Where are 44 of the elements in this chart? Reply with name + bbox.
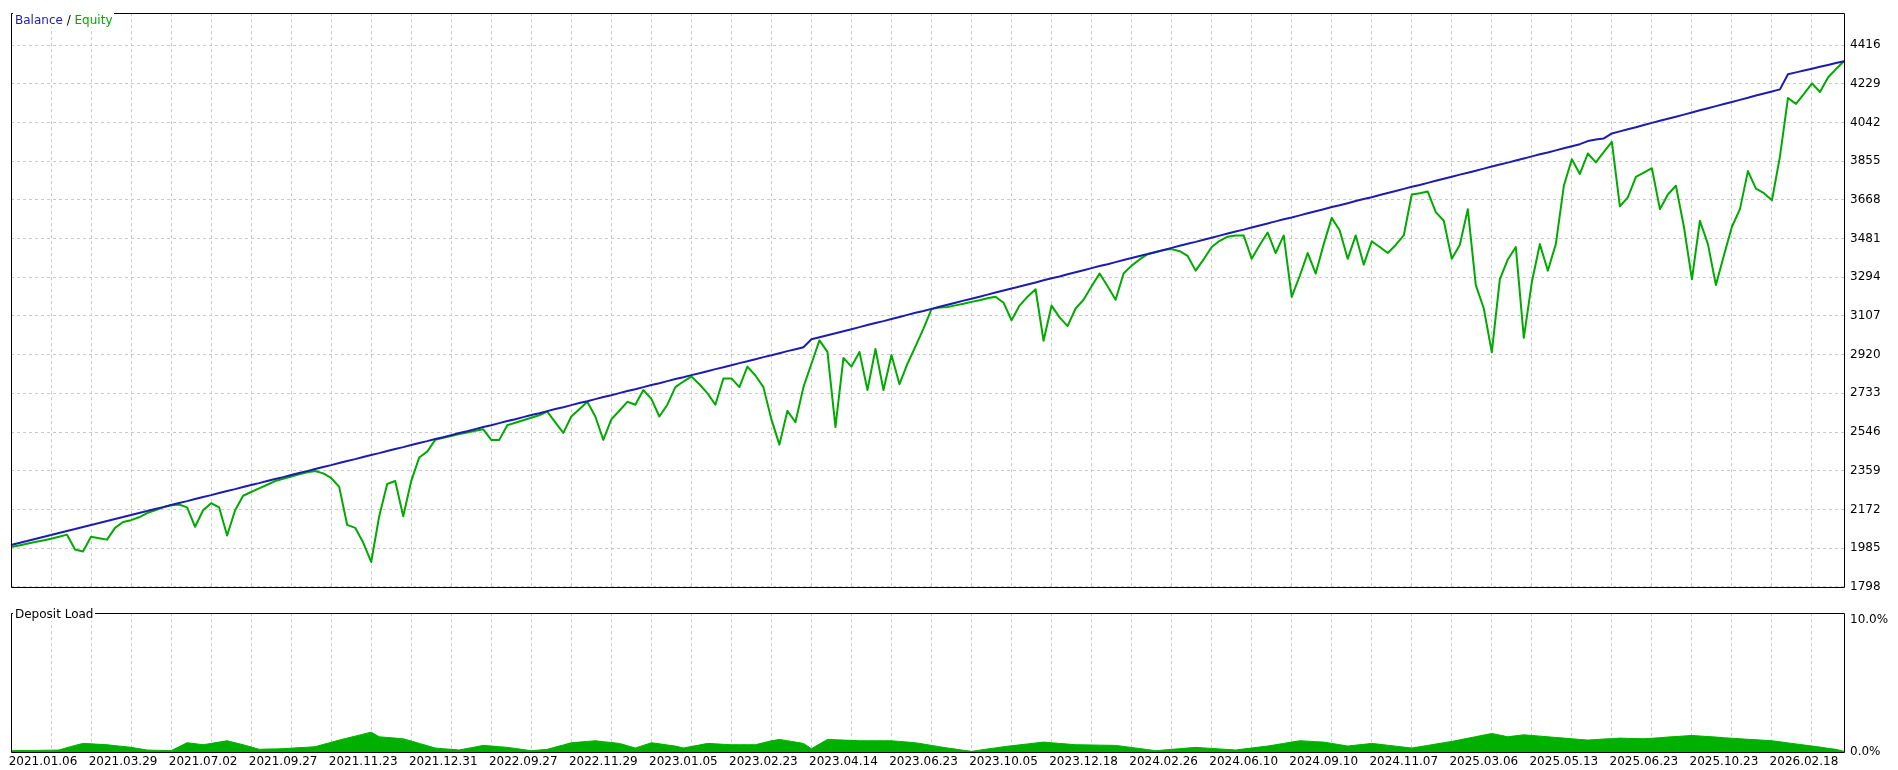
x-tick-label: 2024.02.26 — [1129, 754, 1198, 769]
x-tick-label: 2022.09.27 — [488, 754, 558, 769]
y-tick-label: 2359 — [1850, 462, 1881, 477]
x-tick-label: 2025.10.23 — [1689, 754, 1759, 769]
x-tick-label: 2026.02.18 — [1769, 754, 1839, 769]
y-tick-label: 3668 — [1850, 191, 1881, 206]
x-tick-label: 2021.01.06 — [8, 754, 78, 769]
annotation: / — [65, 13, 72, 27]
y-tick-label: 2546 — [1850, 424, 1881, 439]
y-tick-label: 3855 — [1850, 153, 1881, 168]
x-tick-label: 2023.12.18 — [1049, 754, 1118, 769]
x-tick-label: 2023.04.14 — [809, 754, 878, 769]
x-tick-label: 2024.09.10 — [1289, 754, 1359, 769]
y-tick-label: 4042 — [1850, 114, 1881, 129]
y-tick-label: 10.0% — [1850, 611, 1889, 626]
y-tick-label: 4416 — [1850, 37, 1881, 52]
x-tick-label: 2021.11.23 — [328, 754, 398, 769]
x-tick-label: 2021.09.27 — [248, 754, 318, 769]
text: Equity — [74, 13, 113, 27]
x-tick-label: 2022.11.29 — [568, 754, 638, 769]
y-tick-label: 1798 — [1850, 578, 1881, 593]
x-tick-label: 2023.06.23 — [889, 754, 958, 769]
x-tick-label: 2024.06.10 — [1209, 754, 1279, 769]
x-tick-label: 2025.05.13 — [1529, 754, 1599, 769]
x-tick-label: 2023.01.05 — [649, 754, 718, 769]
x-tick-label: 2021.07.02 — [168, 754, 238, 769]
y-tick-label: 2172 — [1850, 501, 1881, 516]
x-tick-label: 2025.03.06 — [1449, 754, 1519, 769]
x-tick-label: 2024.11.07 — [1369, 754, 1439, 769]
y-tick-label: 3294 — [1850, 269, 1881, 284]
text: Balance — [15, 13, 63, 27]
y-tick-label: 0.0% — [1850, 744, 1881, 759]
y-tick-label: 3107 — [1850, 308, 1881, 323]
chart-title: Deposit Load — [13, 607, 96, 621]
x-tick-label: 2023.02.23 — [729, 754, 798, 769]
x-tick-label: 2021.12.31 — [408, 754, 478, 769]
y-tick-label: 4229 — [1850, 75, 1881, 90]
y-tick-label: 1985 — [1850, 540, 1881, 555]
y-tick-label: 3481 — [1850, 230, 1881, 245]
y-tick-label: 2733 — [1850, 385, 1881, 400]
x-tick-label: 2023.10.05 — [969, 754, 1038, 769]
x-tick-label: 2025.06.23 — [1609, 754, 1679, 769]
y-tick-label: 2920 — [1850, 346, 1881, 361]
x-tick-label: 2021.03.29 — [88, 754, 158, 769]
